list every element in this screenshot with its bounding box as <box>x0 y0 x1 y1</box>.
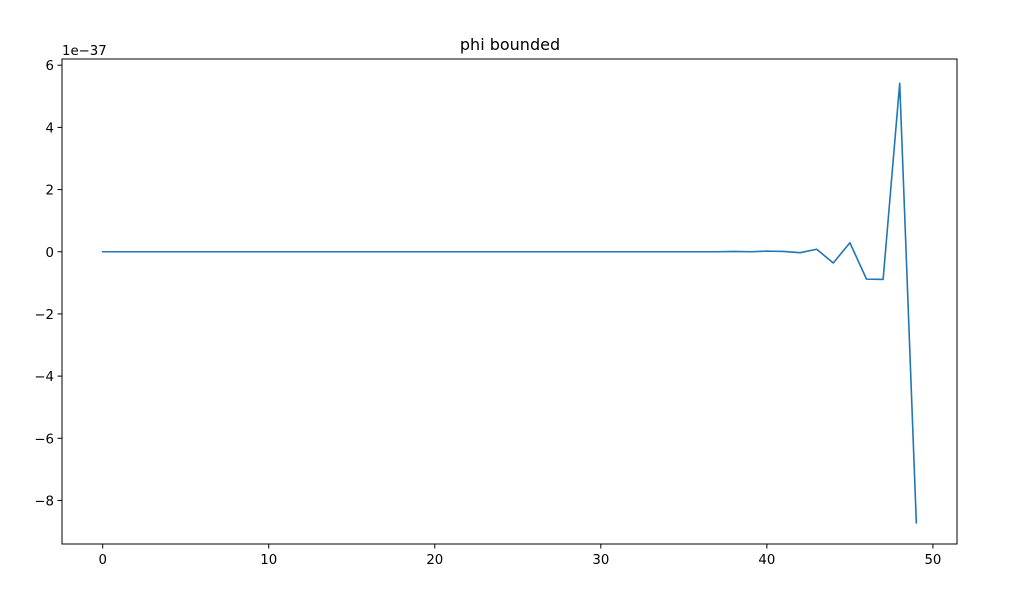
x-tick-label: 50 <box>924 553 941 568</box>
series-line <box>101 82 918 524</box>
y-tick-label: 6 <box>46 59 54 74</box>
x-tick-label: 20 <box>426 553 443 568</box>
x-tick-label: 30 <box>592 553 609 568</box>
y-tick-label: 4 <box>46 121 54 136</box>
y-tick-label: −2 <box>34 308 54 323</box>
x-tick-label: 10 <box>260 553 277 568</box>
y-tick-label: 2 <box>46 184 54 199</box>
y-tick-label: −8 <box>34 494 54 509</box>
y-axis: −8 −6 −4 −2 0 2 4 6 <box>34 59 62 509</box>
x-tick-label: 0 <box>98 553 106 568</box>
chart-title: phi bounded <box>460 35 560 54</box>
y-tick-label: −4 <box>34 370 54 385</box>
axes-frame <box>61 58 958 545</box>
y-offset-label: 1e−37 <box>62 44 107 59</box>
y-tick-label: −6 <box>34 432 54 447</box>
x-tick-label: 40 <box>758 553 775 568</box>
x-axis: 0 10 20 30 40 50 <box>98 544 941 568</box>
plot-area <box>61 58 958 545</box>
y-tick-label: 0 <box>46 246 54 261</box>
